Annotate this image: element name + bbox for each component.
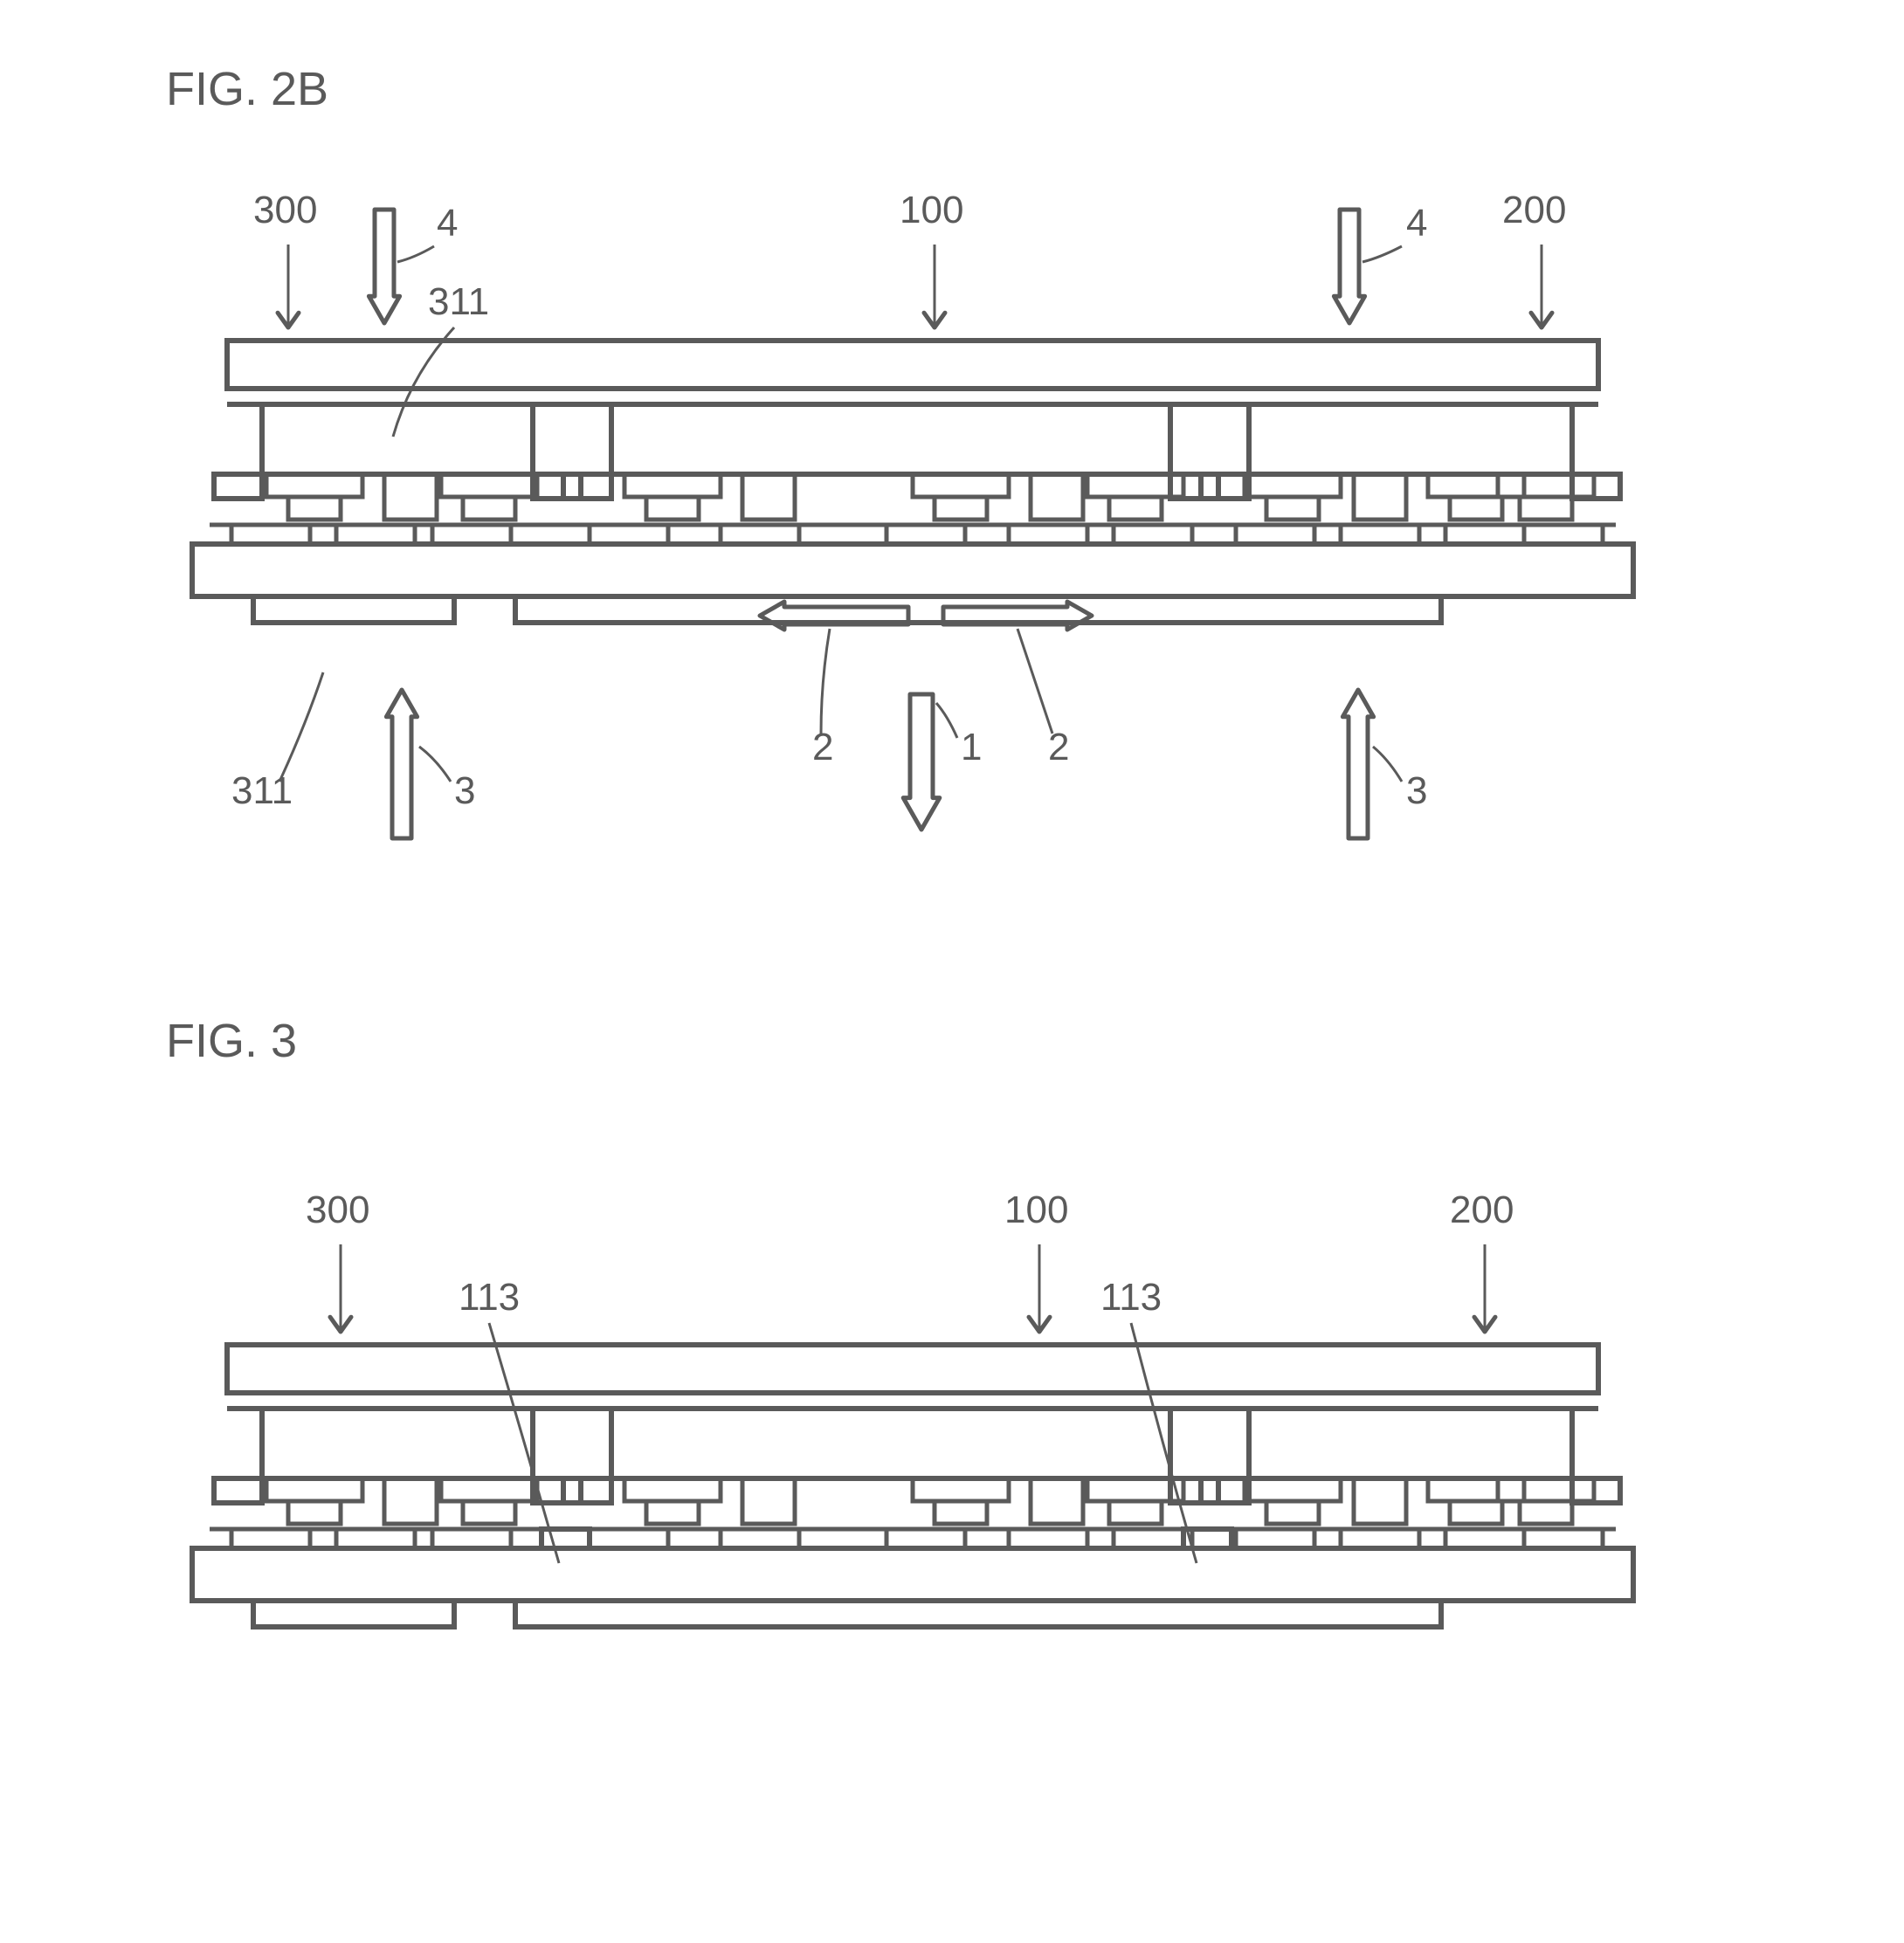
svg-text:4: 4 [1406,202,1427,245]
svg-text:4: 4 [437,202,458,245]
svg-text:2: 2 [812,726,833,768]
svg-text:113: 113 [1100,1276,1162,1319]
svg-text:1: 1 [961,726,982,768]
svg-text:300: 300 [253,189,317,231]
svg-text:FIG. 2B: FIG. 2B [166,63,328,115]
diagram-canvas: FIG. 2B3001002003114431132123FIG. 330010… [0,0,1904,1943]
svg-text:3: 3 [454,769,475,812]
svg-text:100: 100 [900,189,963,231]
svg-text:300: 300 [306,1189,369,1231]
svg-text:311: 311 [428,280,489,323]
svg-text:FIG. 3: FIG. 3 [166,1015,297,1067]
svg-text:200: 200 [1450,1189,1514,1231]
svg-text:113: 113 [459,1276,520,1319]
svg-text:3: 3 [1406,769,1427,812]
svg-text:200: 200 [1502,189,1566,231]
svg-text:100: 100 [1004,1189,1068,1231]
